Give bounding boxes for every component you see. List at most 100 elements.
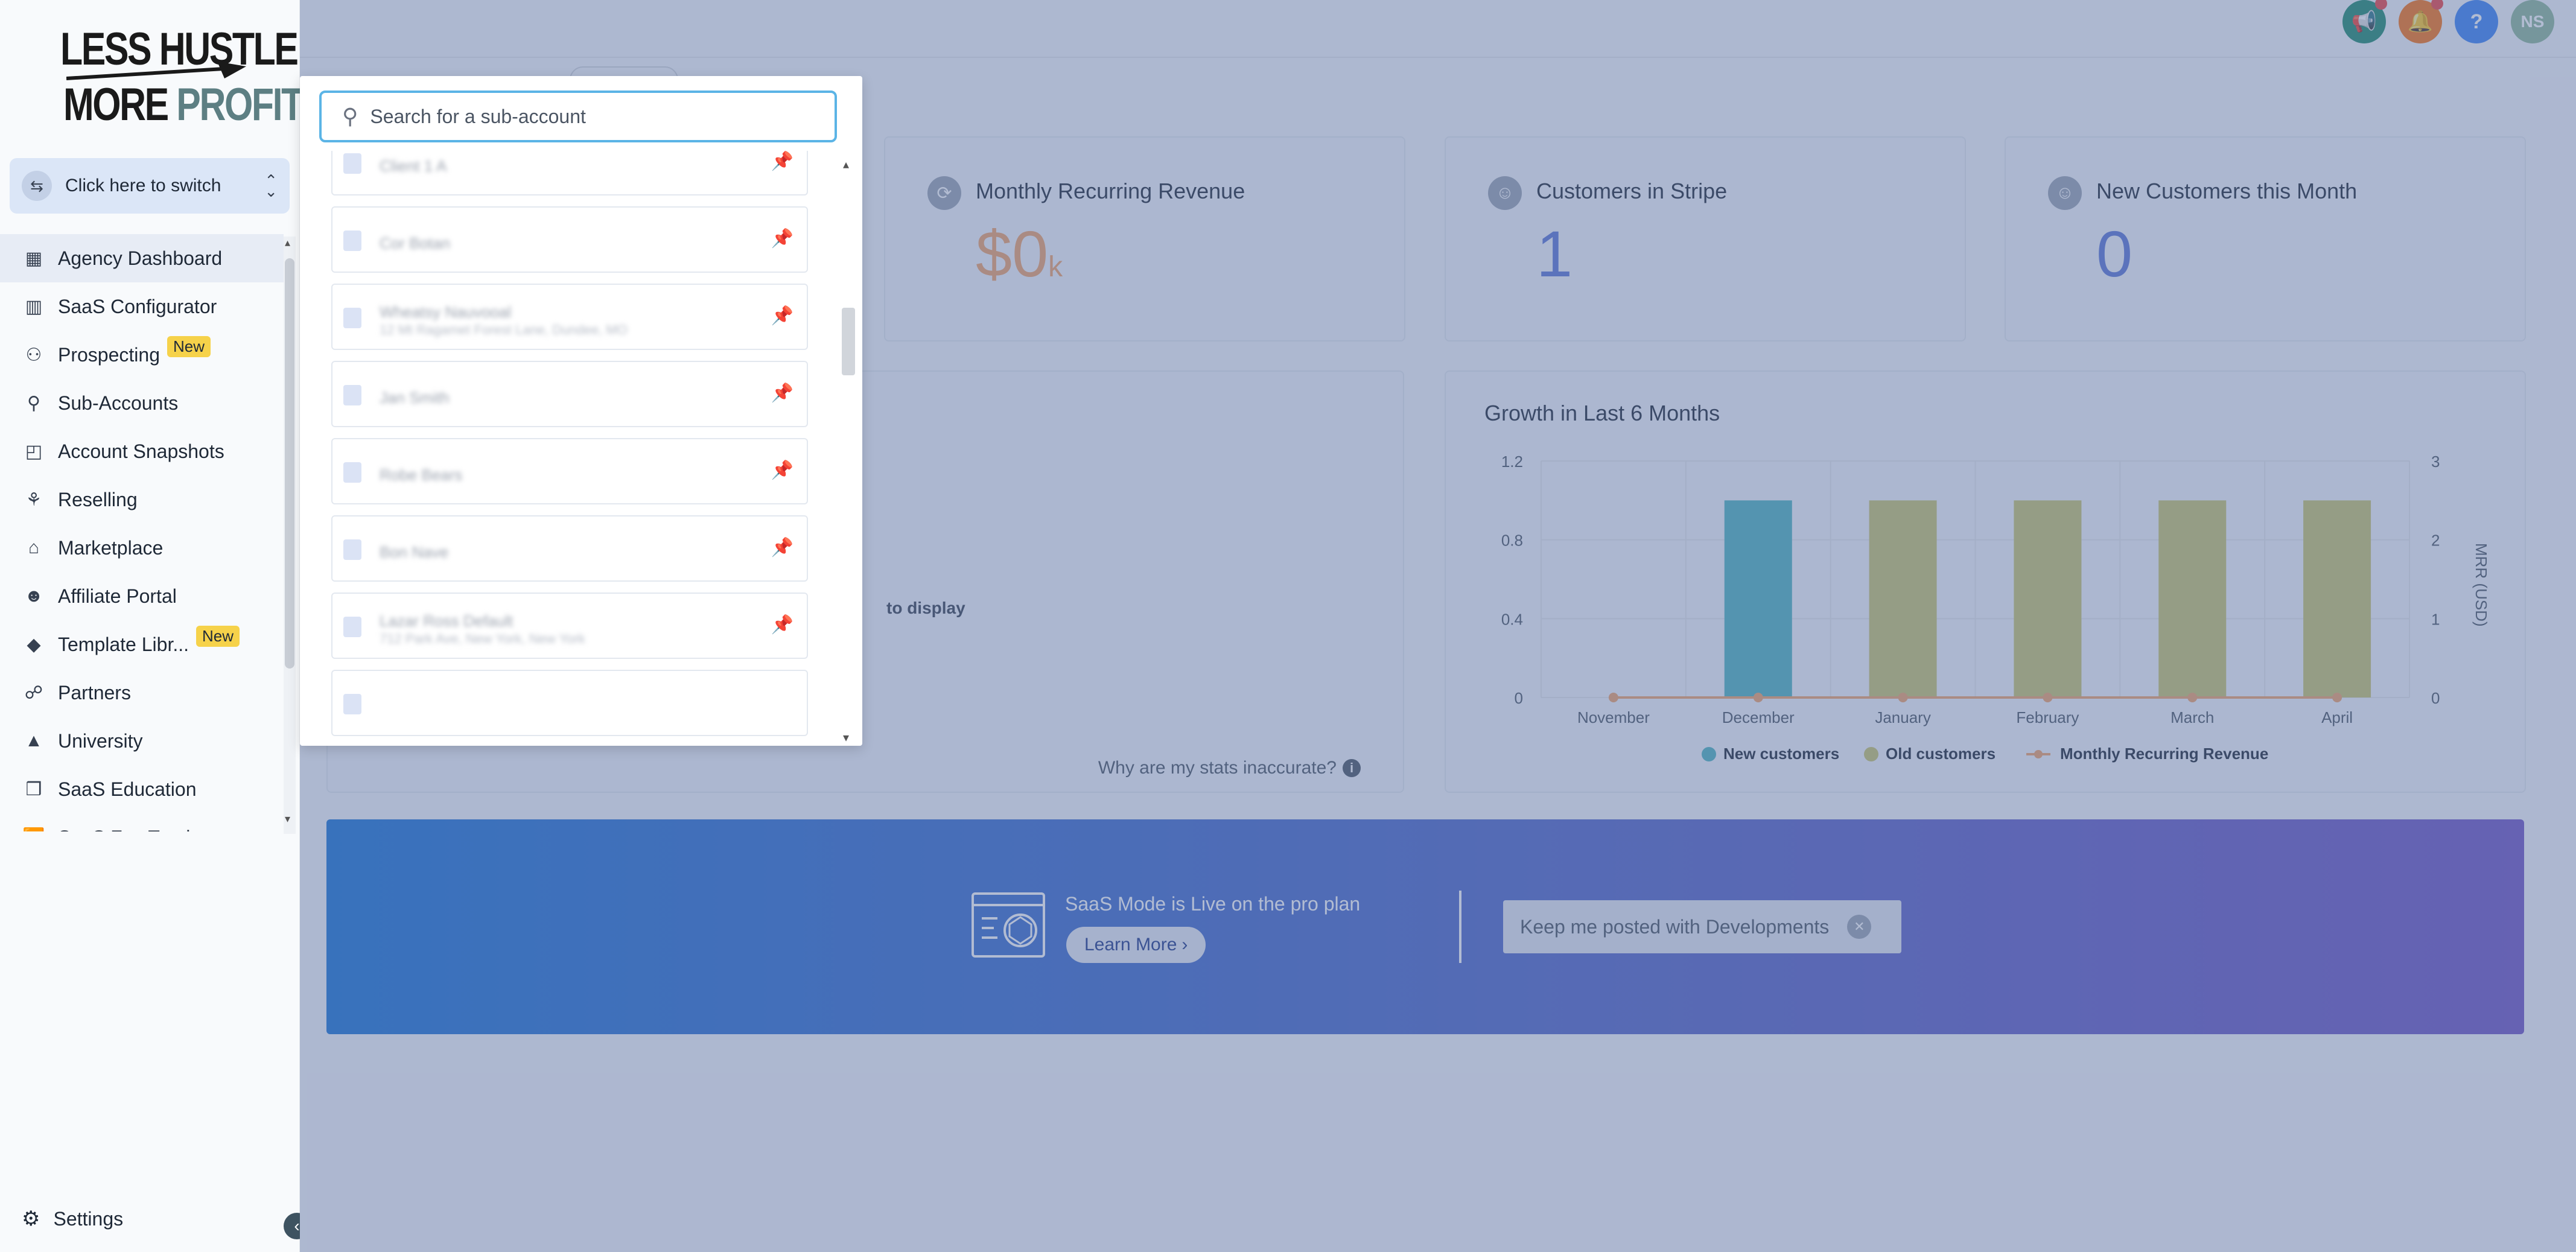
stats-inaccurate-link[interactable]: Why are my stats inaccurate? i [1098,758,1361,778]
sidebar-item-partners[interactable]: ☍ Partners [0,669,284,717]
pin-icon[interactable]: 📌 [771,151,793,171]
sidebar-item-reselling[interactable]: ⚘ Reselling [0,475,284,524]
stat-card-mrr: ⟳ Monthly Recurring Revenue $0k [884,136,1405,342]
notifications-button[interactable]: 🔔 [2399,0,2443,43]
saas-mode-banner: SaaS Mode is Live on the pro plan Learn … [326,819,2524,1034]
help-button[interactable]: ? [2455,0,2498,43]
learn-more-button[interactable]: Learn More › [1066,927,1206,963]
avatar[interactable]: NS [2511,0,2554,43]
announcement-button[interactable]: 📢 [2342,0,2387,43]
pin-icon[interactable]: 📌 [771,229,793,249]
scrollbar-thumb[interactable] [285,258,294,669]
legend-label: New customers [1723,745,1839,763]
subaccount-search-input[interactable] [370,105,793,128]
sidebar-item-university[interactable]: ▲ University [0,717,284,765]
megaphone-icon: 📢 [2351,10,2377,33]
subaccount-item[interactable]: Lazar Ross Default 712 Park Ave, New York… [331,593,808,659]
keep-posted-button[interactable]: Keep me posted with Developments ✕ [1503,900,1901,953]
subaccount-item[interactable]: Wheatsy Nauvooal 12 Mt Ragamet Forest Lan… [331,284,808,350]
subaccount-item[interactable] [331,670,808,736]
y-tick-label: 0.8 [1501,532,1523,550]
scroll-up-icon[interactable]: ▴ [843,158,850,171]
stat-value: $0k [976,217,1063,290]
scroll-up-icon[interactable]: ▴ [285,237,291,249]
legend-label: Monthly Recurring Revenue [2060,745,2268,763]
sidebar-item-agency-dashboard[interactable]: ▦ Agency Dashboard [0,234,284,282]
pin-icon[interactable]: 📌 [771,460,793,480]
account-icon [343,617,361,637]
notification-dot [2431,0,2443,10]
x-tick-label: November [1577,708,1650,726]
handshake-icon: ☍ [24,682,43,703]
sidebar-scrollbar[interactable]: ▴ ▾ [284,237,296,834]
search-icon: ⚲ [342,104,358,129]
sidebar-item-affiliate-portal[interactable]: ☻ Affiliate Portal [0,572,284,620]
subaccount-item[interactable]: Bon Nave 📌 [331,515,808,582]
bar-new-customers [1724,500,1792,697]
legend-swatch [1864,747,1878,761]
close-icon[interactable]: ✕ [1847,915,1872,939]
chart-title: Growth in Last 6 Months [1484,401,1720,425]
y-tick-label: 0.4 [1501,610,1523,628]
account-icon [343,153,361,174]
users-icon: ☻ [24,586,43,606]
chart-icon: ▥ [25,296,43,317]
sidebar-item-settings[interactable]: ⚙ Settings [22,1207,124,1230]
sidebar-item-account-snapshots[interactable]: ◰ Account Snapshots [0,427,284,475]
sidebar-item-marketplace[interactable]: ⌂ Marketplace [0,524,284,572]
mrr-point [2187,693,2198,702]
subaccount-item[interactable]: Robe Bears 📌 [331,438,808,504]
account-icon [343,539,361,560]
switcher-label: Click here to switch [65,176,221,195]
subaccount-search[interactable]: ⚲ [319,91,837,142]
x-tick-label: April [2321,708,2353,726]
scrollbar-thumb[interactable] [842,308,855,375]
dropdown-scrollbar[interactable]: ▴ ▾ [841,157,857,754]
sidebar-item-saas-education[interactable]: ❒ SaaS Education [0,765,284,813]
graduation-icon: ▲ [25,731,43,751]
scroll-down-icon[interactable]: ▾ [843,731,850,745]
x-tick-label: January [1875,708,1931,726]
customer-icon: ☺ [1488,176,1522,210]
dashboard-icon: ▦ [25,248,43,269]
sidebar-item-saas-fasttrack[interactable]: ⏩SaaS FastTrack [0,813,284,832]
account-switcher[interactable]: ⇆ Click here to switch ⌃ ⌄ [10,158,290,214]
y-tick-label: 0 [1515,689,1523,707]
user-icon: ⚲ [27,393,40,413]
pin-icon[interactable]: 📌 [771,538,793,558]
y2-tick-label: 1 [2431,610,2440,628]
account-icon [343,694,361,714]
growth-chart: 0 0.4 0.8 1.2 0 1 2 3 MRR (USD) November December J… [1501,453,2490,763]
chevron-right-icon: › [1181,935,1188,955]
account-icon [343,308,361,328]
bell-icon: 🔔 [2407,10,2434,33]
banner-text: SaaS Mode is Live on the pro plan [1065,893,1361,915]
cube-icon: ❒ [25,779,42,799]
scroll-down-icon[interactable]: ▾ [285,813,291,825]
subaccount-item[interactable]: Jan Smith 📌 [331,361,808,427]
sidebar-item-saas-configurator[interactable]: ▥ SaaS Configurator [0,282,284,331]
sidebar: LESS HUSTLE MORE PROFIT ⇆ Click here to … [0,0,304,1252]
subaccount-item[interactable]: Cor Botan 📌 [331,206,808,273]
banner-divider [1459,891,1461,963]
gear-icon: ⚙ [22,1207,40,1230]
pin-icon[interactable]: 📌 [771,306,793,326]
x-tick-label: December [1722,708,1795,726]
account-icon [343,230,361,251]
brand-logo: LESS HUSTLE MORE PROFIT [60,23,304,132]
account-icon [343,462,361,483]
topbar: 📢 🔔 ? NS [300,0,2576,58]
pin-icon[interactable]: 📌 [771,383,793,403]
shapes-icon: ◆ [27,634,41,655]
sidebar-item-prospecting[interactable]: ⚇ Prospecting New [0,331,284,379]
sidebar-item-sub-accounts[interactable]: ⚲ Sub-Accounts [0,379,284,427]
stat-label: Monthly Recurring Revenue [976,179,1245,203]
y2-tick-label: 2 [2431,532,2440,550]
sidebar-item-template-library[interactable]: ◆ Template Libr... New [0,620,284,669]
pin-icon[interactable]: 📌 [771,615,793,635]
mrr-point [2043,693,2053,702]
subaccount-item[interactable]: Client 1 A 📌 [331,151,808,195]
x-tick-label: February [2016,708,2079,726]
legend-swatch [2034,750,2043,758]
mrr-point [1753,693,1763,702]
